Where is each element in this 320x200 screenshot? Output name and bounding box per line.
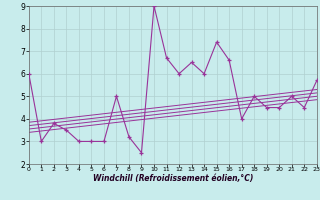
X-axis label: Windchill (Refroidissement éolien,°C): Windchill (Refroidissement éolien,°C) (92, 174, 253, 183)
